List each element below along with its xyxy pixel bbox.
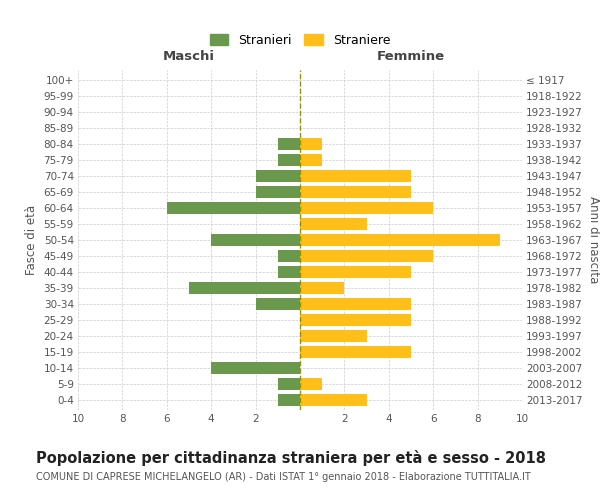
Bar: [300, 394, 367, 406]
Bar: [300, 314, 411, 326]
Bar: [211, 234, 300, 246]
Bar: [189, 282, 300, 294]
Bar: [167, 202, 300, 214]
Bar: [278, 250, 300, 262]
Bar: [300, 218, 367, 230]
Bar: [278, 138, 300, 150]
Bar: [300, 202, 433, 214]
Bar: [300, 330, 367, 342]
Bar: [300, 170, 411, 182]
Bar: [256, 298, 300, 310]
Bar: [278, 266, 300, 278]
Bar: [256, 186, 300, 198]
Bar: [300, 154, 322, 166]
Bar: [300, 298, 411, 310]
Legend: Stranieri, Straniere: Stranieri, Straniere: [205, 28, 395, 52]
Bar: [211, 362, 300, 374]
Y-axis label: Fasce di età: Fasce di età: [25, 205, 38, 275]
Bar: [300, 282, 344, 294]
Bar: [300, 250, 433, 262]
Bar: [278, 394, 300, 406]
Text: Popolazione per cittadinanza straniera per età e sesso - 2018: Popolazione per cittadinanza straniera p…: [36, 450, 546, 466]
Bar: [300, 378, 322, 390]
Y-axis label: Anni di nascita: Anni di nascita: [587, 196, 599, 284]
Bar: [300, 346, 411, 358]
Bar: [278, 154, 300, 166]
Bar: [256, 170, 300, 182]
Text: COMUNE DI CAPRESE MICHELANGELO (AR) - Dati ISTAT 1° gennaio 2018 - Elaborazione : COMUNE DI CAPRESE MICHELANGELO (AR) - Da…: [36, 472, 531, 482]
Bar: [300, 266, 411, 278]
Bar: [278, 378, 300, 390]
Text: Maschi: Maschi: [163, 50, 215, 63]
Bar: [300, 138, 322, 150]
Bar: [300, 186, 411, 198]
Text: Femmine: Femmine: [377, 50, 445, 63]
Bar: [300, 234, 500, 246]
